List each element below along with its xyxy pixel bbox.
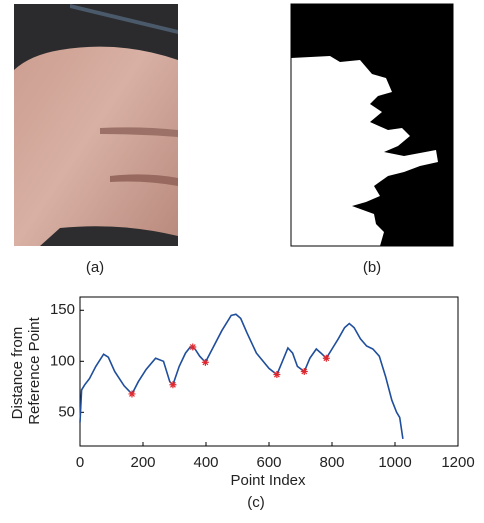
x-tick-label: 0	[76, 454, 84, 471]
x-tick-label: 400	[193, 454, 218, 471]
minimum-marker	[300, 368, 308, 375]
y-tick-label: 50	[58, 403, 75, 420]
y-axis-label-line: Reference Point	[26, 316, 43, 424]
hand-photo	[14, 4, 178, 246]
binary-mask	[290, 3, 454, 247]
panel-label: (a)	[86, 259, 104, 276]
minimum-marker	[201, 358, 209, 366]
minimum-marker	[322, 354, 330, 362]
x-axis-label: Point Index	[230, 472, 306, 489]
minimum-marker	[189, 343, 197, 351]
y-tick-label: 150	[50, 301, 75, 318]
y-axis-label-line: Distance from	[9, 327, 26, 420]
x-tick-label: 600	[256, 454, 281, 471]
panel-label: (b)	[363, 259, 381, 276]
y-axis-label: Distance from Reference Point	[9, 316, 43, 424]
minimum-marker	[273, 371, 281, 379]
minimum-marker	[169, 381, 177, 389]
x-tick-label: 200	[130, 454, 155, 471]
y-tick-label: 100	[50, 352, 75, 369]
x-tick-label: 1200	[441, 454, 474, 471]
x-tick-label: 1000	[378, 454, 411, 471]
curve	[79, 313, 404, 440]
x-tick-label: 800	[319, 454, 344, 471]
minimum-marker	[128, 390, 136, 398]
panel-label: (c)	[247, 494, 265, 511]
